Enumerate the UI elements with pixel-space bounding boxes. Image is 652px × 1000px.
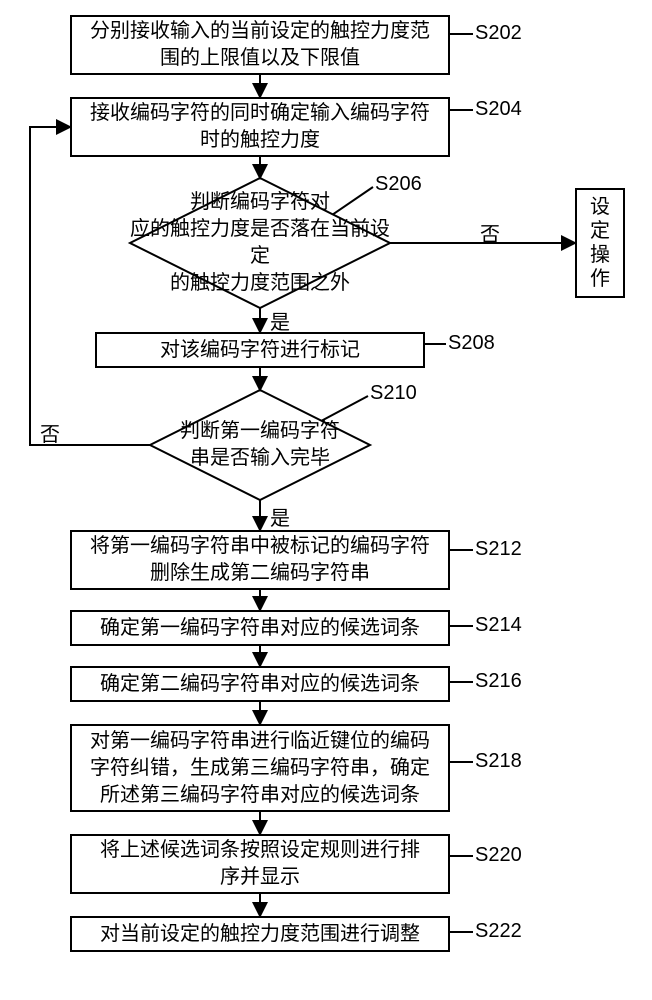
- flowchart-step-s220: 将上述候选词条按照设定规则进行排序并显示: [70, 834, 450, 894]
- edge-label-s210-s204: 否: [40, 418, 60, 447]
- flowchart-step-s204: 接收编码字符的同时确定输入编码字符时的触控力度: [70, 97, 450, 157]
- step-label-s206: S206: [375, 173, 422, 196]
- step-label-s222: S222: [475, 920, 522, 943]
- flowchart-decision-text-s210: 判断第一编码字符串是否输入完毕: [150, 390, 370, 500]
- flowchart-step-s212: 将第一编码字符串中被标记的编码字符删除生成第二编码字符串: [70, 530, 450, 590]
- flowchart-terminal-sidebox: 设定操作: [575, 188, 625, 298]
- flowchart-decision-text-s206: 判断编码字符对应的触控力度是否落在当前设定的触控力度范围之外: [130, 178, 390, 308]
- step-label-s204: S204: [475, 98, 522, 121]
- flowchart-step-s208: 对该编码字符进行标记: [95, 332, 425, 368]
- step-label-s212: S212: [475, 538, 522, 561]
- step-label-s220: S220: [475, 844, 522, 867]
- step-label-s202: S202: [475, 22, 522, 45]
- edge-label-s206-s208: 是: [270, 306, 290, 335]
- step-label-s216: S216: [475, 670, 522, 693]
- flowchart-step-s222: 对当前设定的触控力度范围进行调整: [70, 916, 450, 952]
- step-label-s208: S208: [448, 332, 495, 355]
- step-label-s214: S214: [475, 614, 522, 637]
- flowchart-decision-s210: [150, 390, 370, 500]
- flowchart-step-s218: 对第一编码字符串进行临近键位的编码字符纠错，生成第三编码字符串，确定所述第三编码…: [70, 724, 450, 812]
- step-label-s210: S210: [370, 382, 417, 405]
- flowchart-decision-s206: [130, 178, 390, 308]
- flowchart-step-s214: 确定第一编码字符串对应的候选词条: [70, 610, 450, 646]
- edge-label-s206-sidebox: 否: [480, 218, 500, 247]
- flowchart-container: 分别接收输入的当前设定的触控力度范围的上限值以及下限值 S202 接收编码字符的同时…: [0, 0, 652, 1000]
- flowchart-step-s216: 确定第二编码字符串对应的候选词条: [70, 666, 450, 702]
- edge-s210-s204: [30, 127, 150, 445]
- step-label-s218: S218: [475, 750, 522, 773]
- flowchart-step-s202: 分别接收输入的当前设定的触控力度范围的上限值以及下限值: [70, 15, 450, 75]
- edge-label-s210-s212: 是: [270, 502, 290, 531]
